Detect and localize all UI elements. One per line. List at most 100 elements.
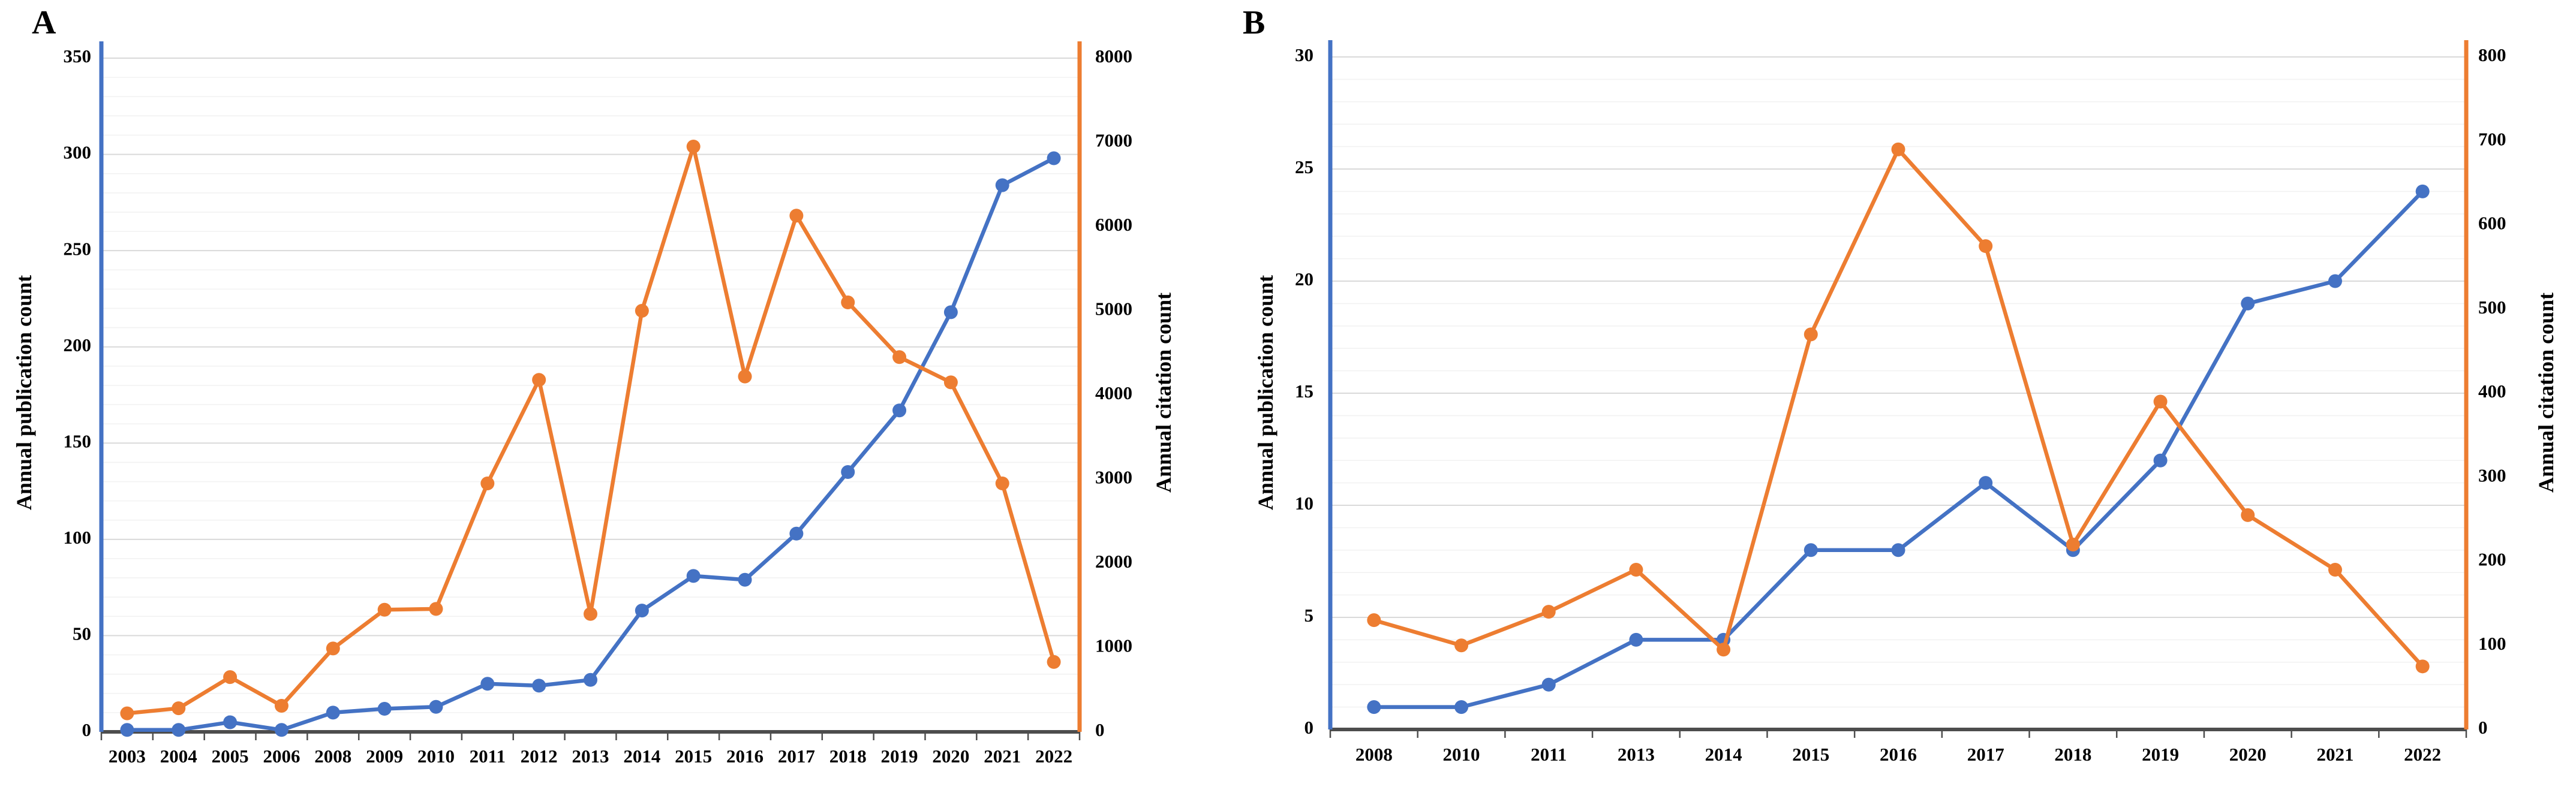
publication-series-data-point [2328,274,2342,288]
citation-series-data-point [2153,394,2168,409]
right-axis-tick-label: 500 [2478,297,2506,318]
publication-series-line [125,156,1056,732]
publication-series-data-point [223,715,238,729]
publication-series-data-point [892,403,907,418]
citation-series-data-point [274,698,288,713]
citation-series-data-point [738,369,752,384]
citation-series-line [1372,147,2425,669]
publication-series-data-point [1454,700,1469,714]
citation-series-data-point [377,602,392,617]
x-axis-year-label: 2005 [212,746,249,767]
right-axis-tick-label: 6000 [1095,214,1132,235]
citation-series-data-point [223,670,238,685]
left-axis-tick-label: 350 [64,46,92,67]
right-axis-tick-label: 400 [2478,381,2506,402]
publication-series-data-point [841,465,855,479]
right-axis-tick-label: 600 [2478,213,2506,234]
publication-series-data-point [274,723,288,737]
x-axis-year-label: 2008 [314,746,351,767]
left-axis-tick-label: 5 [1304,605,1314,626]
publication-series-data-point [584,673,597,687]
right-axis-tick-label: 300 [2478,465,2506,486]
left-axis-tick-label: 250 [64,238,92,259]
right-axis-tick-label: 3000 [1095,467,1132,488]
left-axis-tick-label: 10 [1295,493,1313,514]
left-axis-tick-label: 100 [64,527,92,548]
left-axis-tick-label: 20 [1295,269,1313,290]
right-axis-tick-label: 700 [2478,128,2506,149]
left-axis-tick-label: 200 [64,334,92,355]
publication-series-data-point [1629,632,1643,647]
publication-series-data-point [120,723,134,737]
x-axis-year-label: 2016 [1880,744,1917,765]
x-axis-year-label: 2010 [1443,744,1480,765]
citation-series-data-point [686,140,701,154]
publication-series-data-point [2153,453,2168,468]
publication-series-data-point [480,677,495,691]
citation-series-data-point [841,295,855,309]
x-axis-year-label: 2016 [726,746,764,767]
x-axis-year-label: 2018 [2054,744,2091,765]
x-axis-year-label: 2015 [1792,744,1829,765]
x-axis-year-label: 2014 [1705,744,1742,765]
publication-series-data-point [943,305,958,319]
right-axis-tick-label: 0 [1095,719,1105,740]
citation-series-data-point [1891,142,1905,156]
citation-series-data-point [789,209,804,223]
publication-series-data-point [635,604,649,618]
publication-series-data-point [995,178,1009,192]
x-axis-year-label: 2020 [2229,744,2267,765]
citation-series-data-point [892,350,907,364]
publication-series-data-point [326,705,340,720]
left-axis-tick-label: 50 [73,623,91,644]
x-axis-year-label: 2004 [160,746,197,767]
citation-series-data-point [532,373,546,387]
publication-series-data-point [686,569,701,583]
x-axis-year-label: 2022 [1035,746,1072,767]
x-axis-year-label: 2022 [2404,744,2441,765]
x-axis-year-label: 2013 [1618,744,1655,765]
left-axis-tick-label: 30 [1295,44,1313,65]
citation-series-data-point [1629,563,1643,577]
citation-series-data-point [480,477,495,491]
right-axis-tick-label: 7000 [1095,130,1132,151]
publication-series-data-point [377,701,392,716]
publication-series-data-point [789,526,804,541]
publication-series-data-point [2415,184,2430,198]
x-axis-year-label: 2014 [623,746,660,767]
citation-series-data-point [1979,239,1993,254]
publication-series-data-point [1891,543,1905,557]
citation-series-data-point [943,375,958,390]
publication-series-data-point [172,723,186,737]
x-axis-year-label: 2013 [572,746,609,767]
x-axis-year-label: 2003 [109,746,146,767]
publication-series-data-point [1047,151,1061,165]
citation-series-data-point [635,304,649,318]
right-axis-tick-label: 1000 [1095,635,1132,656]
left-axis-tick-label: 0 [82,719,92,740]
citation-series-data-point [1717,643,1731,657]
right-axis-tick-label: 200 [2478,549,2506,570]
x-axis-year-label: 2021 [2316,744,2353,765]
right-axis-tick-label: 8000 [1095,46,1132,67]
x-axis-year-label: 2015 [675,746,712,767]
right-axis-tick-label: 800 [2478,44,2506,65]
citation-series-data-point [1454,638,1469,653]
citation-series-data-point [995,477,1009,491]
x-axis-year-label: 2019 [881,746,918,767]
citation-series-data-point [2328,563,2342,577]
right-axis-tick-label: 100 [2478,633,2506,654]
citation-series-data-point [1803,327,1818,342]
x-axis-year-label: 2020 [932,746,969,767]
right-axis-tick-label: 4000 [1095,382,1132,403]
left-axis-tick-label: 300 [64,142,92,163]
publication-series-data-point [2241,296,2255,310]
x-axis-year-label: 2012 [521,746,558,767]
citation-series-data-point [584,607,597,621]
x-axis-year-label: 2010 [417,746,455,767]
panel-label-a: A [32,4,56,41]
citation-series-data-point [1047,655,1061,669]
publication-series-data-point [1979,476,1993,490]
